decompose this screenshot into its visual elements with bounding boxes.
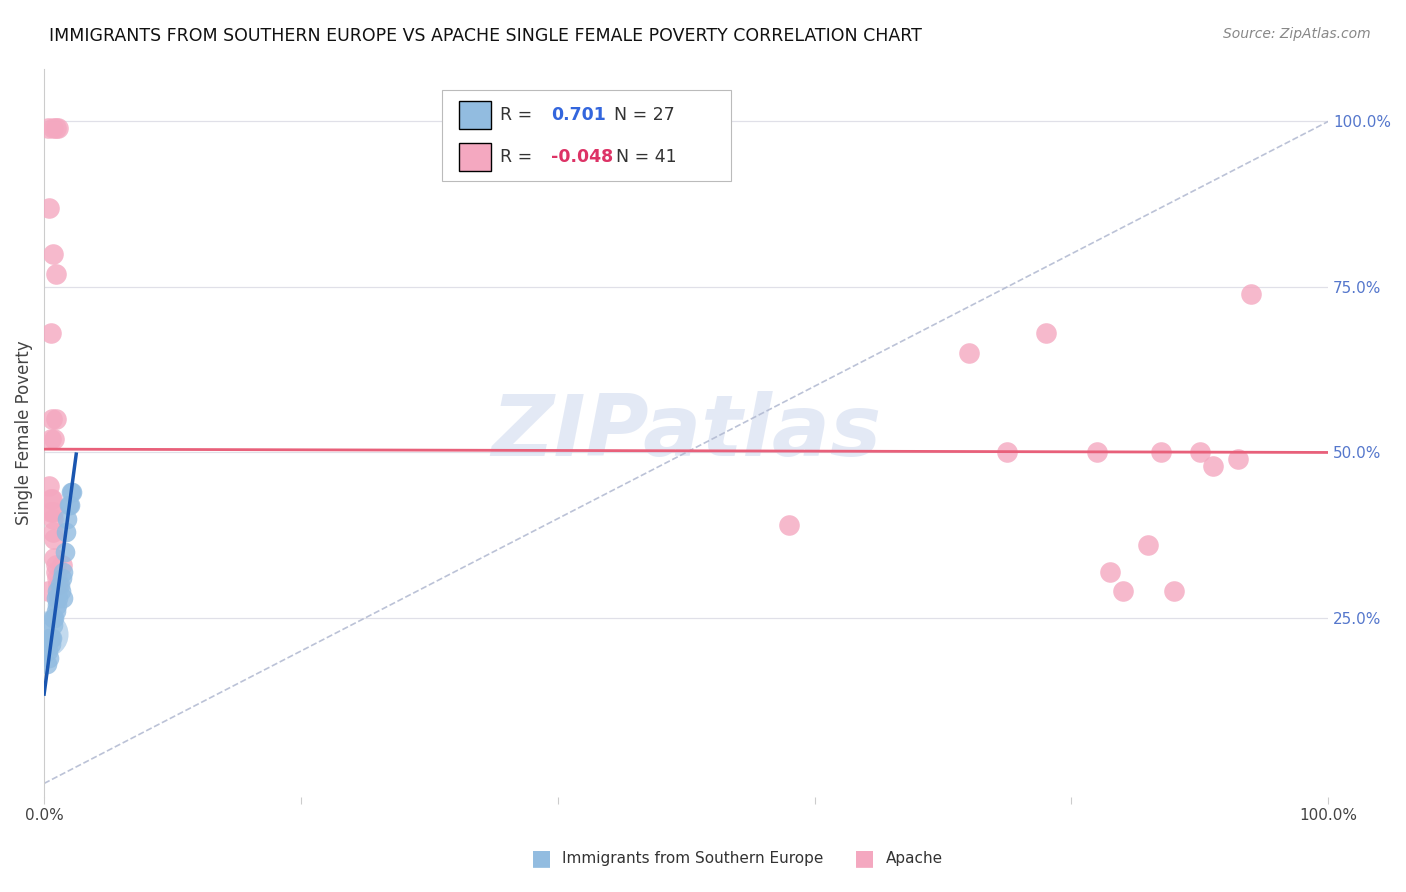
Point bbox=[42, 524, 65, 539]
Point bbox=[48, 578, 70, 592]
Point bbox=[44, 611, 66, 625]
Point bbox=[39, 637, 62, 651]
FancyBboxPatch shape bbox=[458, 101, 491, 128]
Point bbox=[59, 499, 82, 513]
Point bbox=[42, 511, 65, 525]
Point bbox=[46, 598, 69, 612]
Text: R =: R = bbox=[501, 148, 537, 166]
Point bbox=[1035, 326, 1057, 341]
Point bbox=[46, 571, 69, 585]
Point bbox=[38, 631, 60, 645]
Point bbox=[41, 631, 63, 645]
Point bbox=[37, 121, 59, 136]
Point bbox=[46, 591, 69, 606]
Point bbox=[51, 558, 73, 572]
Point bbox=[39, 631, 62, 645]
Point bbox=[44, 551, 66, 566]
Point bbox=[1150, 445, 1173, 459]
Text: N = 41: N = 41 bbox=[616, 148, 676, 166]
Point bbox=[1201, 458, 1223, 473]
Point bbox=[1163, 584, 1185, 599]
Point bbox=[42, 617, 65, 632]
Point bbox=[38, 201, 60, 215]
Point bbox=[49, 584, 72, 599]
Point bbox=[1085, 445, 1108, 459]
Point bbox=[45, 591, 67, 606]
Text: ■: ■ bbox=[855, 848, 875, 868]
Point bbox=[52, 591, 75, 606]
Text: Source: ZipAtlas.com: Source: ZipAtlas.com bbox=[1223, 27, 1371, 41]
Point bbox=[41, 491, 63, 506]
Text: ■: ■ bbox=[531, 848, 551, 868]
Point bbox=[60, 485, 83, 500]
Point bbox=[1098, 565, 1121, 579]
Point bbox=[52, 565, 75, 579]
Point bbox=[46, 584, 69, 599]
FancyBboxPatch shape bbox=[441, 90, 731, 181]
Point bbox=[1227, 452, 1250, 467]
Point bbox=[46, 121, 69, 136]
Point bbox=[39, 432, 62, 446]
Point bbox=[55, 524, 77, 539]
FancyBboxPatch shape bbox=[458, 143, 491, 170]
Text: -0.048: -0.048 bbox=[551, 148, 613, 166]
Point bbox=[44, 532, 66, 546]
Point bbox=[44, 432, 66, 446]
Point bbox=[1188, 445, 1211, 459]
Point bbox=[45, 412, 67, 426]
Y-axis label: Single Female Poverty: Single Female Poverty bbox=[15, 340, 32, 524]
Text: Immigrants from Southern Europe: Immigrants from Southern Europe bbox=[562, 851, 824, 865]
Point bbox=[42, 505, 65, 519]
Point bbox=[45, 565, 67, 579]
Point bbox=[995, 445, 1018, 459]
Point bbox=[1240, 286, 1263, 301]
Text: Apache: Apache bbox=[886, 851, 943, 865]
Point bbox=[41, 412, 63, 426]
Point bbox=[45, 121, 67, 136]
Point bbox=[60, 485, 83, 500]
Text: IMMIGRANTS FROM SOUTHERN EUROPE VS APACHE SINGLE FEMALE POVERTY CORRELATION CHAR: IMMIGRANTS FROM SOUTHERN EUROPE VS APACH… bbox=[49, 27, 922, 45]
Text: ZIPatlas: ZIPatlas bbox=[491, 391, 882, 474]
Point bbox=[42, 121, 65, 136]
Point bbox=[39, 505, 62, 519]
Point bbox=[45, 558, 67, 572]
Point bbox=[46, 578, 69, 592]
Point bbox=[37, 644, 59, 658]
Point bbox=[45, 267, 67, 281]
Text: N = 27: N = 27 bbox=[603, 106, 675, 124]
Text: R =: R = bbox=[501, 106, 543, 124]
Point bbox=[37, 584, 59, 599]
Point bbox=[35, 657, 58, 672]
Point bbox=[957, 346, 980, 360]
Point bbox=[38, 478, 60, 492]
Text: 0.701: 0.701 bbox=[551, 106, 606, 124]
Point bbox=[51, 571, 73, 585]
Point bbox=[53, 545, 76, 559]
Point bbox=[42, 247, 65, 261]
Point bbox=[39, 491, 62, 506]
Point bbox=[778, 518, 800, 533]
Point bbox=[34, 627, 56, 641]
Point bbox=[42, 611, 65, 625]
Point bbox=[1137, 538, 1160, 552]
Point bbox=[1112, 584, 1135, 599]
Point bbox=[58, 499, 80, 513]
Point bbox=[56, 511, 79, 525]
Point bbox=[38, 650, 60, 665]
Point bbox=[45, 604, 67, 618]
Point bbox=[39, 326, 62, 341]
